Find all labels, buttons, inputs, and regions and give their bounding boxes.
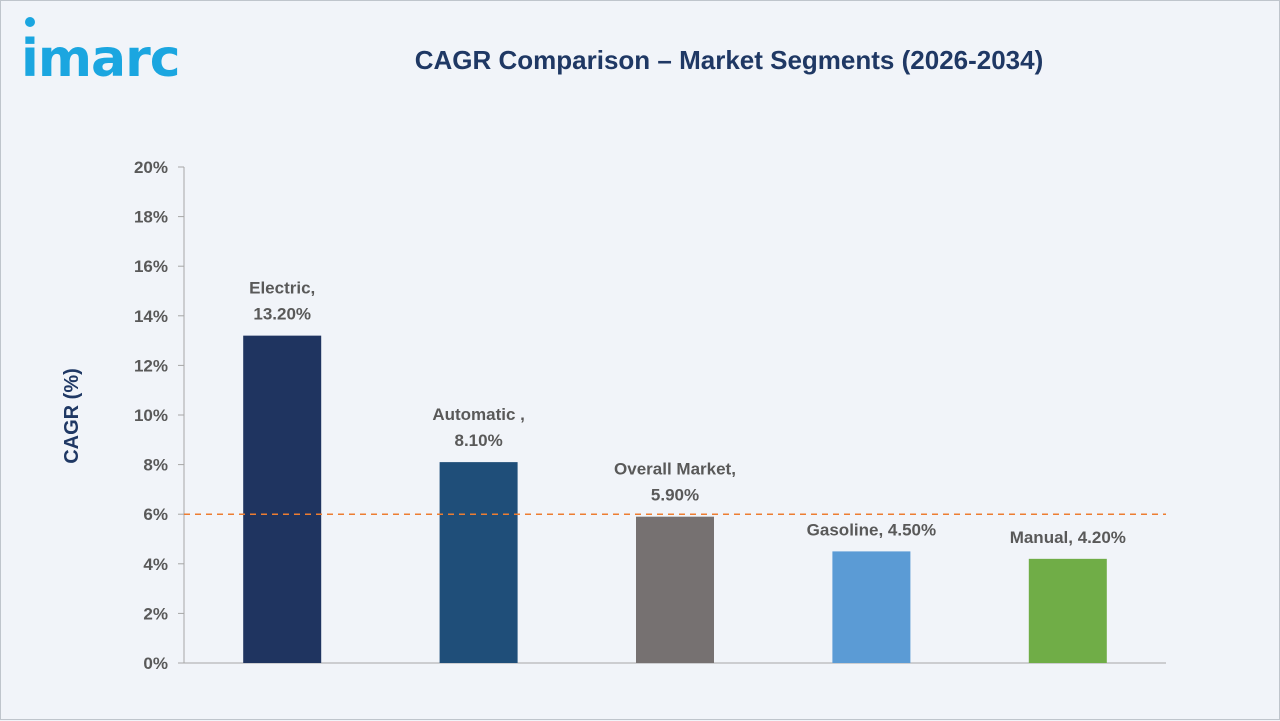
y-tick-label: 6% <box>143 505 168 524</box>
y-tick-label: 2% <box>143 604 168 623</box>
y-tick-label: 16% <box>134 257 168 276</box>
y-tick-label: 0% <box>143 654 168 673</box>
imarc-logo: imarc <box>21 11 211 91</box>
data-label: Manual, 4.20% <box>1010 528 1126 547</box>
bar-electric <box>243 335 322 663</box>
data-label: 5.90% <box>651 486 699 505</box>
y-tick-label: 18% <box>134 208 168 227</box>
data-label: Overall Market, <box>614 460 736 479</box>
logo-dot <box>25 17 35 27</box>
y-tick-label: 14% <box>134 307 168 326</box>
data-label: Electric, <box>249 279 315 298</box>
logo-text: imarc <box>21 29 181 89</box>
y-tick-label: 10% <box>134 406 168 425</box>
data-label: 13.20% <box>253 305 311 324</box>
data-label: Automatic , <box>432 405 525 424</box>
bar-overall-market <box>636 516 714 663</box>
bar-automatic <box>439 462 518 663</box>
data-label: Gasoline, 4.50% <box>807 520 936 539</box>
data-label: 8.10% <box>454 431 502 450</box>
bar-manual <box>1028 558 1107 663</box>
bar-gasoline <box>832 551 911 663</box>
y-tick-label: 4% <box>143 555 168 574</box>
y-tick-label: 20% <box>134 158 168 177</box>
chart-title: CAGR Comparison – Market Segments (2026-… <box>414 45 1044 75</box>
y-tick-label: 8% <box>143 456 168 475</box>
y-tick-label: 12% <box>134 356 168 375</box>
